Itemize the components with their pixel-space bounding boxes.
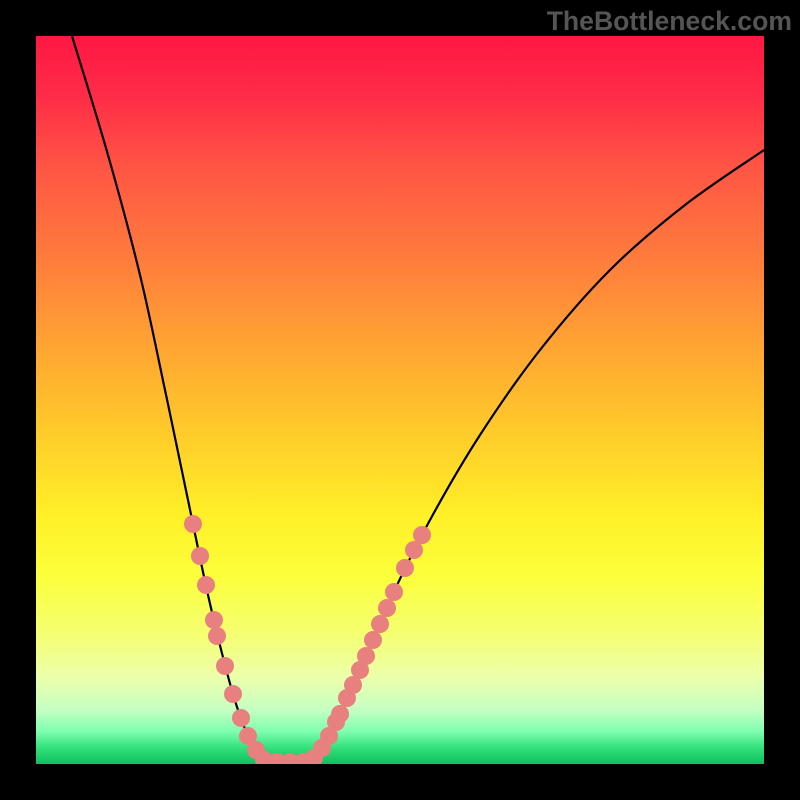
watermark-text: TheBottleneck.com	[547, 6, 792, 37]
marker-dot	[385, 583, 403, 601]
marker-dot	[232, 709, 250, 727]
marker-dot	[371, 615, 389, 633]
marker-dot	[357, 647, 375, 665]
bottleneck-chart	[0, 0, 800, 800]
marker-dot	[378, 599, 396, 617]
gradient-background	[36, 36, 764, 764]
marker-dot	[197, 576, 215, 594]
marker-dot	[208, 627, 226, 645]
marker-dot	[224, 685, 242, 703]
marker-dot	[396, 559, 414, 577]
marker-dot	[184, 515, 202, 533]
marker-dot	[364, 631, 382, 649]
marker-dot	[216, 657, 234, 675]
marker-dot	[413, 526, 431, 544]
marker-dot	[331, 705, 349, 723]
marker-dot	[191, 547, 209, 565]
marker-dot	[205, 611, 223, 629]
